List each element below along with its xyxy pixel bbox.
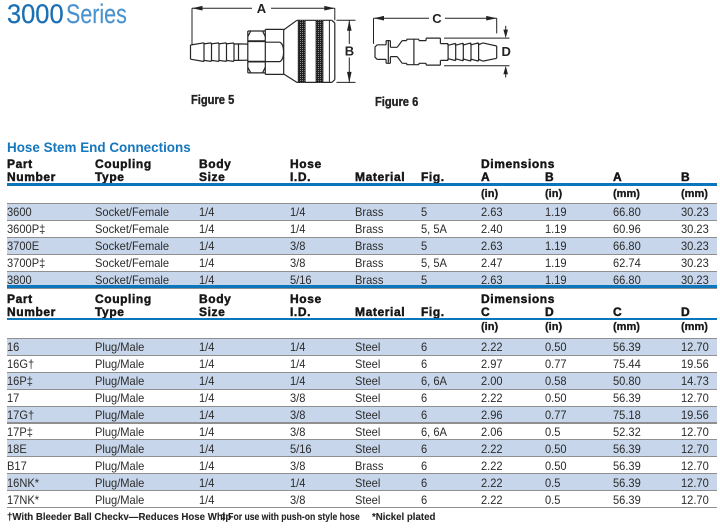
svg-text:D: D [502,44,511,59]
svg-text:B: B [345,44,354,59]
svg-text:A: A [257,1,267,16]
svg-text:C: C [432,11,442,26]
